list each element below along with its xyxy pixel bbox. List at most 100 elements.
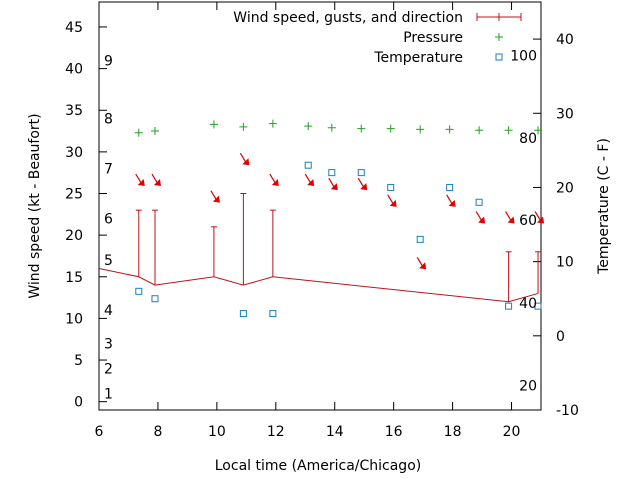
beaufort-label: 7 [104, 162, 113, 178]
x-tick-label: 8 [153, 424, 162, 440]
wind-direction-arrow [269, 173, 279, 187]
fahrenheit-label: 100 [510, 48, 537, 64]
wind-direction-arrow [505, 211, 515, 224]
fahrenheit-label: 60 [519, 213, 537, 229]
beaufort-label: 5 [104, 253, 113, 269]
wind-direction-arrow [239, 152, 250, 166]
pressure-point [357, 124, 366, 133]
wind-direction-arrow [446, 194, 456, 207]
beaufort-label: 8 [104, 112, 113, 128]
temperature-point [534, 302, 542, 310]
fahrenheit-label: 80 [519, 131, 537, 147]
wind-direction-head [448, 199, 456, 207]
y-left-tick-label: 30 [65, 145, 83, 161]
y-right-tick-label: 40 [556, 32, 574, 48]
y-right-tick-label: -10 [556, 403, 579, 419]
x-tick-label: 12 [267, 424, 285, 440]
y-left-tick-label: 35 [65, 103, 83, 119]
legend-marker-pressure [495, 33, 503, 41]
wind-direction-arrow [210, 190, 220, 203]
y-axis-label-right: Temperature (C - F) [596, 138, 612, 275]
y-left-tick-label: 45 [65, 20, 83, 36]
legend-label: Pressure [403, 30, 463, 46]
temperature-point [269, 310, 277, 318]
beaufort-label: 2 [104, 361, 113, 377]
x-tick-label: 10 [208, 424, 226, 440]
pressure-point [534, 126, 543, 135]
wind-direction-arrow [475, 211, 486, 224]
pressure-point [209, 120, 218, 129]
x-tick-label: 18 [444, 424, 462, 440]
temperature-point [475, 198, 483, 206]
y-right-tick-label: 10 [556, 255, 574, 271]
pressure-point [150, 127, 159, 136]
y-left-tick-label: 10 [65, 311, 83, 327]
x-axis-label: Local time (America/Chicago) [215, 458, 421, 474]
wind-direction-head [212, 195, 220, 203]
beaufort-label: 3 [104, 336, 113, 352]
pressure-point [327, 123, 336, 132]
wind-direction-arrow [534, 211, 545, 224]
beaufort-label: 9 [104, 53, 113, 69]
pressure-point [416, 125, 425, 134]
wind-direction-head [242, 158, 250, 166]
pressure-point [445, 125, 454, 134]
temperature-point [328, 169, 336, 177]
pressure-point [475, 126, 484, 135]
wind-direction-arrow [151, 173, 161, 187]
fahrenheit-label: 40 [519, 296, 537, 312]
temperature-point [416, 235, 424, 243]
pressure-point [304, 122, 313, 131]
temperature-point [135, 287, 143, 295]
wind-direction-head [137, 179, 145, 187]
temperature-point [387, 183, 395, 191]
wind-direction-head [507, 216, 515, 224]
y-axis-label-left: Wind speed (kt - Beaufort) [27, 113, 43, 298]
x-tick-label: 16 [385, 424, 403, 440]
pressure-point [504, 126, 513, 135]
wind-direction-arrow [328, 177, 338, 191]
x-tick-label: 6 [95, 424, 104, 440]
temperature-point [239, 310, 247, 318]
y-left-tick-label: 0 [74, 395, 83, 411]
wind-direction-arrow [416, 256, 427, 270]
wind-direction-arrow [135, 173, 145, 187]
y-left-tick-label: 15 [65, 270, 83, 286]
pressure-point [268, 119, 277, 128]
temperature-point [304, 161, 312, 169]
beaufort-label: 1 [104, 386, 113, 402]
plot-frame [98, 1, 542, 411]
wind-direction-head [307, 179, 315, 187]
wind-direction-head [419, 262, 427, 270]
wind-direction-head [271, 179, 279, 187]
wind-direction-head [478, 216, 486, 224]
wind-direction-head [330, 183, 338, 191]
fahrenheit-label: 20 [519, 379, 537, 395]
tick-marks [98, 2, 541, 411]
tick-labels: 6 8 10 12 14 16 18 20051015202530354045-1001020… [65, 20, 579, 440]
x-tick-label: 20 [503, 424, 521, 440]
wind-direction-head [389, 199, 397, 207]
wind-direction-head [360, 183, 368, 191]
pressure-point [134, 128, 143, 137]
temperature-point [151, 295, 159, 303]
beaufort-label: 4 [104, 303, 113, 319]
data-marks [98, 119, 545, 318]
legend-label: Temperature [373, 50, 463, 66]
y-right-tick-label: 30 [556, 106, 574, 122]
y-right-tick-label: 20 [556, 180, 574, 196]
legend-label: Wind speed, gusts, and direction [233, 10, 463, 26]
y-right-tick-label: 0 [556, 329, 565, 345]
pressure-point [386, 124, 395, 133]
pressure-point [239, 122, 248, 131]
x-tick-label: 14 [326, 424, 344, 440]
wind-direction-arrow [387, 194, 397, 207]
temperature-point [357, 169, 365, 177]
y-left-tick-label: 5 [74, 353, 83, 369]
wind-speed-line [98, 267, 539, 303]
wind-direction-head [537, 216, 545, 224]
y-left-tick-label: 20 [65, 228, 83, 244]
wind-direction-arrow [304, 173, 315, 187]
temperature-point [505, 302, 513, 310]
